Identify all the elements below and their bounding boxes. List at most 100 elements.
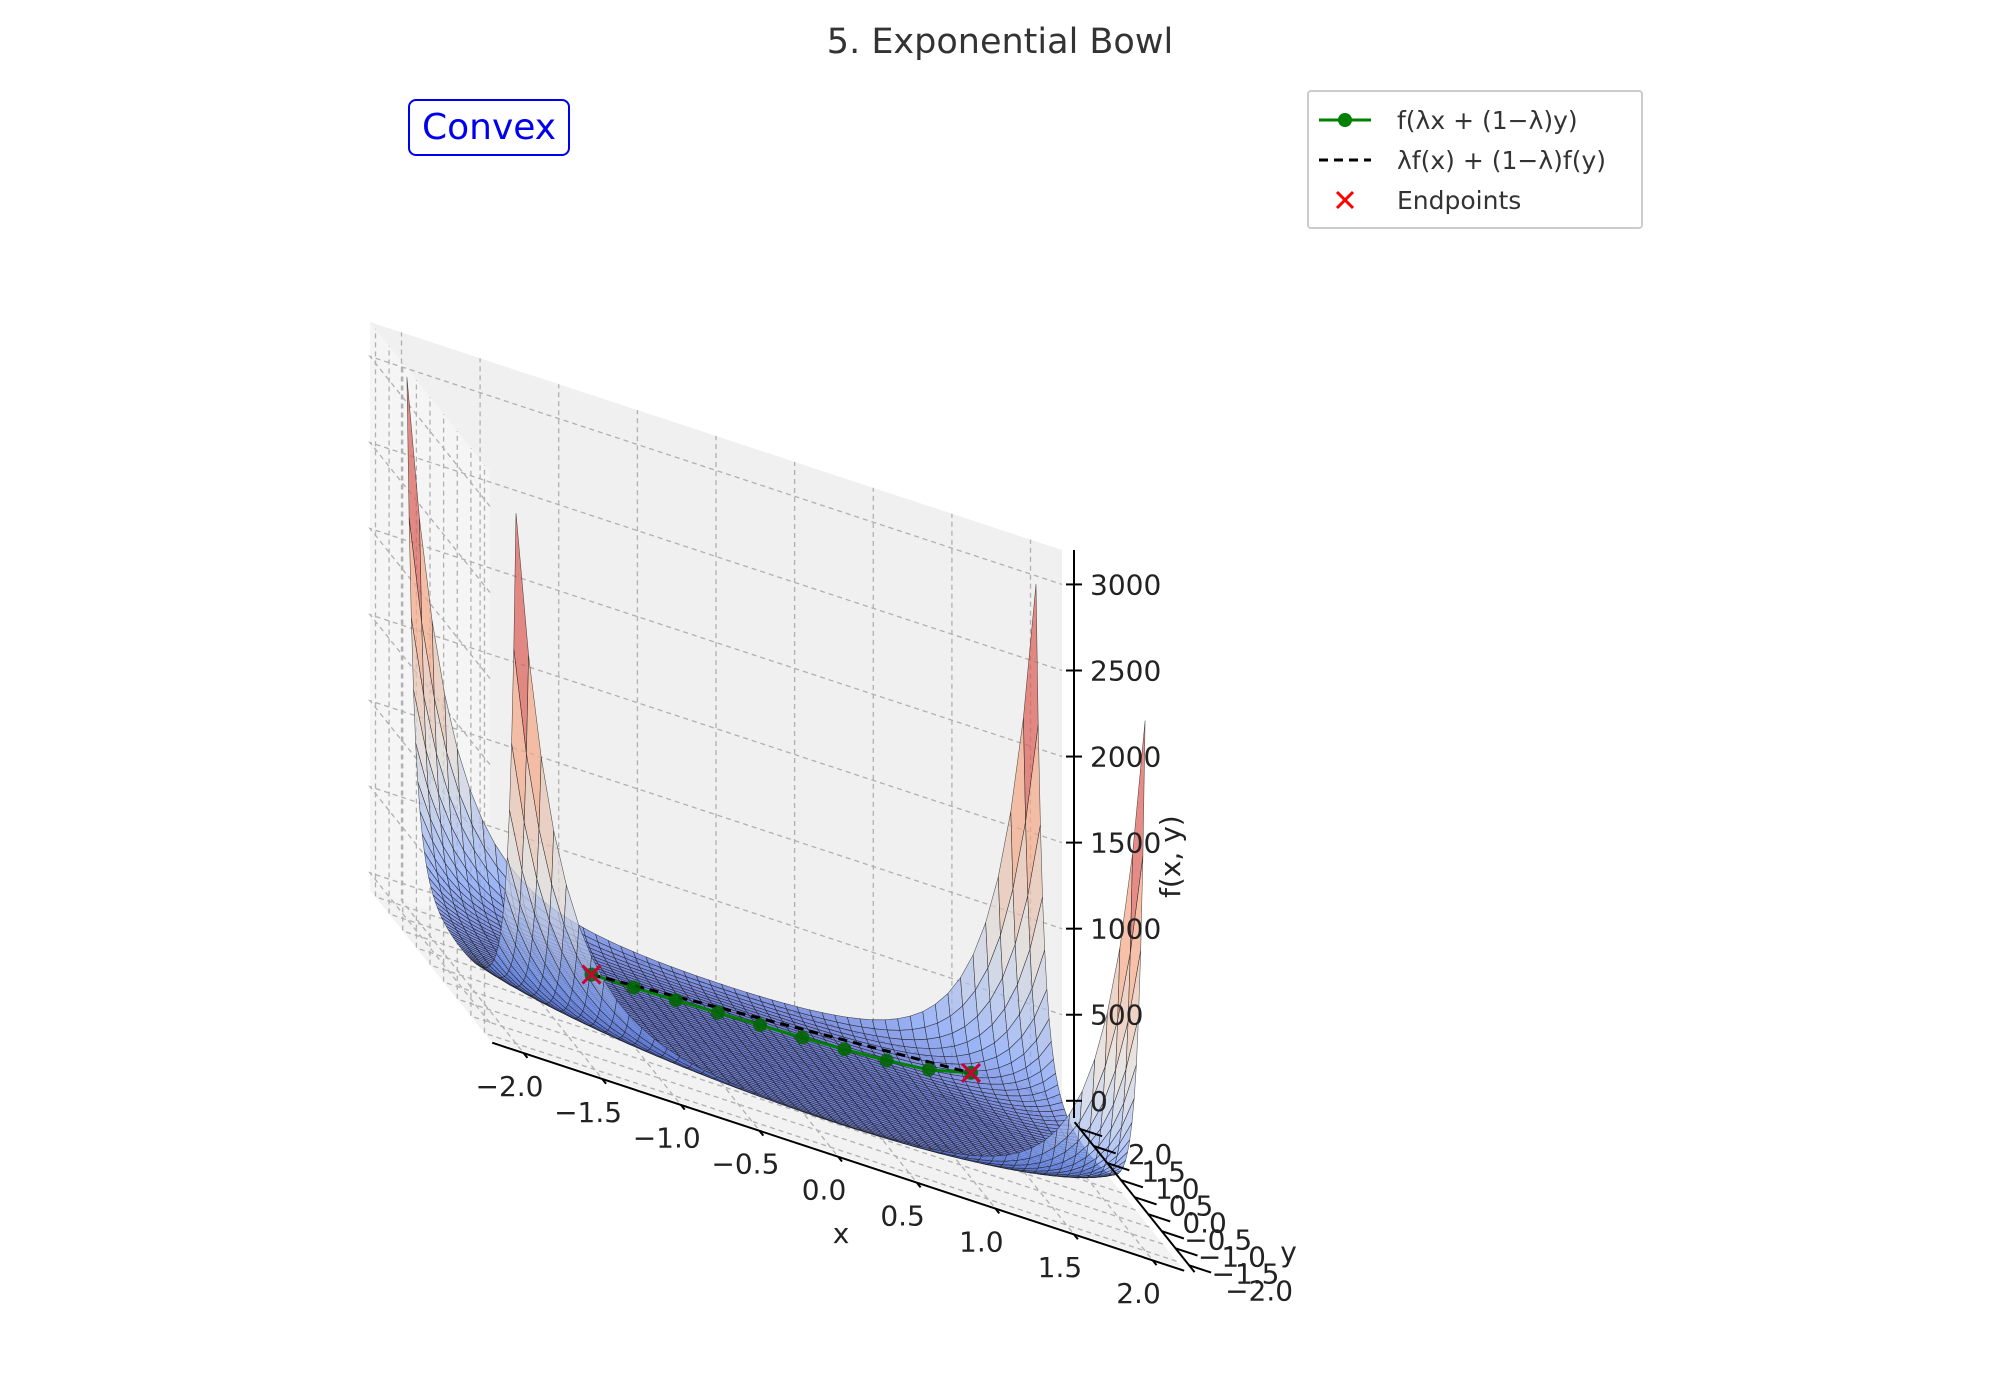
- grid-line-y: [456, 431, 1150, 1228]
- y-tick: [1079, 1128, 1103, 1138]
- x-tick: [601, 1078, 607, 1085]
- surface-facet: [872, 1019, 888, 1031]
- grid-line-z: [368, 355, 1063, 586]
- z-tick-label: 500: [1090, 999, 1143, 1032]
- legend: f(λx + (1−λ)y) λf(x) + (1−λ)f(y) Endpoin…: [1307, 90, 1643, 229]
- grid-line-y: [483, 465, 1177, 1262]
- x-tick: [522, 1052, 529, 1059]
- x-tick: [680, 1104, 686, 1111]
- curve-point: [711, 1005, 725, 1020]
- y-axis-label: y: [1280, 1236, 1297, 1269]
- x-tick-label: −1.0: [633, 1122, 701, 1155]
- grid-line-y: [402, 362, 1095, 1160]
- x-tick-label: 2.0: [1116, 1277, 1161, 1310]
- surface-facet: [899, 1029, 915, 1041]
- x-tick-label: −2.0: [476, 1070, 544, 1103]
- y-tick: [1120, 1179, 1144, 1189]
- grid-line-z: [368, 613, 1063, 844]
- surface-facet: [884, 1018, 901, 1031]
- x-tick: [758, 1130, 765, 1137]
- surface-facet: [1021, 1100, 1038, 1107]
- surface-facet: [1036, 1105, 1053, 1112]
- convexity-segment: [581, 964, 982, 1083]
- convex-badge: Convex: [408, 99, 571, 156]
- x-tick: [916, 1182, 922, 1189]
- surface-facet: [1019, 1094, 1036, 1102]
- endpoint-marker: [960, 1062, 982, 1083]
- grid-line-y: [429, 397, 1123, 1194]
- surface-facet: [1004, 1089, 1021, 1097]
- y-tick-label: 0.5: [1169, 1189, 1214, 1222]
- x-axis-line: [491, 1041, 1185, 1272]
- y-tick-label: 2.0: [1128, 1138, 1173, 1171]
- surface-facet: [914, 1038, 930, 1049]
- grid-line-y: [374, 328, 1068, 1126]
- tick-labels: −2.0−1.5−1.0−0.50.00.51.01.52.0 −2.0−1.5−…: [476, 568, 1294, 1310]
- grid-line-y: [442, 414, 1136, 1211]
- legend-dashed-line-icon: [1319, 158, 1371, 162]
- surface-facet: [926, 1036, 943, 1049]
- legend-line-marker-icon: [1319, 113, 1371, 127]
- surface-facet: [928, 1047, 945, 1057]
- function-curve-line: [591, 973, 972, 1075]
- surface-facet: [988, 1076, 1004, 1085]
- y-tick: [1188, 1264, 1212, 1274]
- curve-point: [879, 1053, 894, 1068]
- y-tick-label: 0.0: [1182, 1206, 1227, 1239]
- x-tick-label: −0.5: [711, 1148, 779, 1181]
- legend-label: Endpoints: [1397, 186, 1522, 215]
- x-tick: [837, 1156, 843, 1163]
- surface-facet: [978, 1155, 995, 1162]
- y-tick: [1147, 1213, 1171, 1223]
- z-tick-label: 2000: [1090, 741, 1161, 774]
- x-tick: [1073, 1233, 1079, 1240]
- surface-facet: [897, 1015, 913, 1031]
- x-tick: [1151, 1259, 1158, 1266]
- z-axis-label: f(x, y): [1154, 815, 1187, 898]
- x-tick-label: 1.5: [1038, 1251, 1083, 1284]
- z-tick-label: 0: [1090, 1085, 1108, 1118]
- surface-facet: [1038, 1111, 1055, 1117]
- legend-item-endpoints: Endpoints: [1309, 180, 1641, 220]
- y-tick-label: −0.5: [1184, 1223, 1252, 1256]
- surface-facet: [912, 1026, 928, 1041]
- y-tick: [1134, 1196, 1157, 1206]
- y-tick-label: −1.0: [1198, 1241, 1266, 1274]
- chord-line: [591, 973, 972, 1075]
- curve-point: [837, 1042, 852, 1057]
- x-tick-label: 0.5: [880, 1199, 925, 1232]
- grid-line-x: [400, 332, 523, 1051]
- grid-line-y: [470, 448, 1164, 1245]
- y-tick: [1175, 1247, 1198, 1257]
- curve-point: [668, 993, 683, 1008]
- x-tick-label: −1.5: [554, 1096, 622, 1129]
- surface-facet: [991, 1154, 1008, 1162]
- y-tick: [1106, 1162, 1130, 1172]
- y-tick: [1161, 1230, 1185, 1240]
- legend-x-marker-icon: [1335, 190, 1355, 210]
- y-tick: [1093, 1145, 1117, 1155]
- legend-label: λf(x) + (1−λ)f(y): [1397, 146, 1606, 175]
- surface-facet: [943, 1055, 960, 1065]
- curve-point: [626, 980, 641, 995]
- y-tick-label: −2.0: [1225, 1275, 1293, 1308]
- surface-mesh: [406, 376, 1146, 1179]
- grid-line-z: [368, 441, 1063, 672]
- x-tick-label: 0.0: [802, 1174, 847, 1207]
- y-tick-label: 1.0: [1155, 1172, 1200, 1205]
- surface-facet: [956, 1053, 972, 1065]
- z-tick-label: 1500: [1090, 827, 1161, 860]
- chart-title: 5. Exponential Bowl: [826, 22, 1174, 62]
- grid-line-y: [388, 345, 1082, 1143]
- x-tick: [994, 1207, 1001, 1214]
- z-tick-label: 1000: [1090, 913, 1161, 946]
- y-tick-label: −1.5: [1212, 1258, 1280, 1291]
- axis-labels: x y f(x, y): [833, 815, 1297, 1268]
- z-tick-label: 3000: [1090, 568, 1161, 601]
- surface-facet: [941, 1045, 958, 1057]
- surface-facet: [1002, 1082, 1019, 1091]
- x-axis-label: x: [833, 1217, 850, 1250]
- curve-point: [753, 1018, 768, 1033]
- legend-item-chord: λf(x) + (1−λ)f(y): [1309, 140, 1641, 180]
